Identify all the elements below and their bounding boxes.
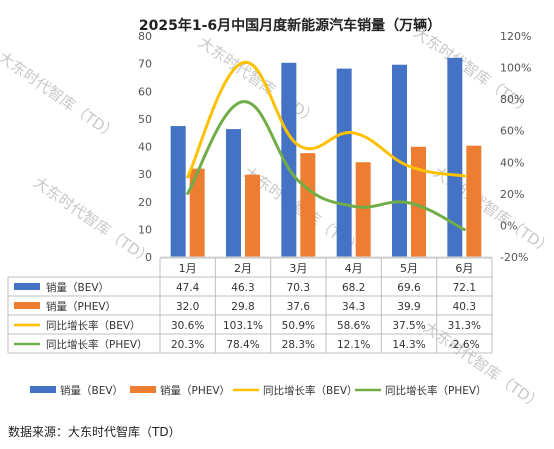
table-cell: 20.3% <box>171 339 204 351</box>
table-cell: 14.3% <box>392 339 425 351</box>
legend: 销量（BEV） 销量（PHEV） 同比增长率（BEV） 同比增长率（PHEV） <box>30 384 487 397</box>
legend-key <box>130 386 156 393</box>
legend-label: 同比增长率（BEV） <box>263 384 358 397</box>
category-label: 4月 <box>345 262 363 275</box>
legend-key <box>30 386 56 393</box>
bar-phev <box>245 174 260 257</box>
bar-phev <box>189 168 205 257</box>
table-cell: 78.4% <box>226 339 259 351</box>
table-cell: 50.9% <box>282 320 315 332</box>
y-left-tick-label: 20 <box>138 196 152 209</box>
table-cell: 103.1% <box>223 320 263 332</box>
table-row-label: 销量（BEV） <box>46 281 109 294</box>
bar-bev <box>281 62 297 257</box>
y-left-tick-label: 70 <box>138 58 152 71</box>
y-right-tick-label: -20% <box>500 251 528 264</box>
y-right-tick-label: 100% <box>500 62 531 75</box>
legend-key <box>14 302 40 309</box>
y-right-tick-label: 120% <box>500 30 531 43</box>
category-label: 5月 <box>400 262 418 275</box>
y-left-tick-label: 10 <box>138 223 152 236</box>
table-cell: 58.6% <box>337 320 370 332</box>
y-left-tick-label: 40 <box>138 141 152 154</box>
table-row-label: 同比增长率（PHEV） <box>46 338 148 351</box>
watermark-text: 大东时代智库（TD） <box>420 318 546 413</box>
category-label: 6月 <box>455 262 473 275</box>
y-right-tick-label: 0% <box>500 219 517 232</box>
table-row-label: 销量（PHEV） <box>46 300 116 313</box>
table-cell: 69.6 <box>397 282 421 294</box>
source-note: 数据来源：大东时代智库（TD） <box>8 425 181 439</box>
bar-bev <box>336 68 352 257</box>
legend-label: 销量（BEV） <box>60 384 123 397</box>
category-label: 2月 <box>234 262 252 275</box>
table-cell: 72.1 <box>453 282 476 294</box>
table-cell: 28.3% <box>282 339 315 351</box>
watermark-text: 大东时代智库（TD） <box>195 33 321 128</box>
line-growth-phev <box>186 100 466 232</box>
bar-phev <box>355 162 371 257</box>
y-left-tick-label: 30 <box>138 168 152 181</box>
y-left-tick-label: 60 <box>138 85 152 98</box>
table-cell: 68.2 <box>342 282 365 294</box>
bar-bev <box>226 129 241 257</box>
table-cell: 29.8 <box>231 301 254 313</box>
y-right-tick-label: 60% <box>500 125 524 138</box>
line-growth-bev <box>186 61 466 179</box>
table-cell: 40.3 <box>453 301 476 313</box>
table-cell: 31.3% <box>448 320 481 332</box>
category-label: 3月 <box>289 262 307 275</box>
table-cell: 34.3 <box>342 301 365 313</box>
y-right-tick-label: 40% <box>500 156 524 169</box>
y-right-tick-label: 80% <box>500 93 524 106</box>
category-label: 1月 <box>179 262 197 275</box>
y-right-tick-label: 20% <box>500 188 524 201</box>
y-left-tick-label: 50 <box>138 113 152 126</box>
bar-phev <box>411 146 426 257</box>
watermark-text: 大东时代智库（TD） <box>0 48 121 143</box>
bar-phev <box>300 153 316 257</box>
legend-label: 销量（PHEV） <box>160 384 230 397</box>
bar-bev <box>447 57 463 258</box>
plot-area: 0 10 20 30 40 50 60 70 80 -20% 0% 20% 40% 60% 80% 100% 1… <box>138 30 531 264</box>
y-left-tick-label: 0 <box>145 251 152 264</box>
table-cell: 70.3 <box>287 282 310 294</box>
table-cell: 39.9 <box>397 301 420 313</box>
table-cell: 12.1% <box>337 339 370 351</box>
y-left-tick-label: 80 <box>138 30 152 43</box>
table-cell: 46.3 <box>231 282 254 294</box>
watermark-text: 大东时代智库（TD） <box>30 173 156 268</box>
table-cell: 32.0 <box>176 301 199 313</box>
legend-label: 同比增长率（PHEV） <box>385 384 487 397</box>
table-cell: 37.6 <box>287 301 311 313</box>
table-cell: 47.4 <box>176 282 200 294</box>
table-cell: -2.6% <box>449 339 479 351</box>
legend-key <box>14 283 40 290</box>
table-cell: 37.5% <box>392 320 425 332</box>
table-row-label: 同比增长率（BEV） <box>46 319 141 332</box>
chart-title: 2025年1-6月中国月度新能源汽车销量（万辆） <box>139 17 441 34</box>
table-cell: 30.6% <box>171 320 204 332</box>
bar-phev <box>466 145 482 257</box>
bar-bev <box>170 126 186 258</box>
